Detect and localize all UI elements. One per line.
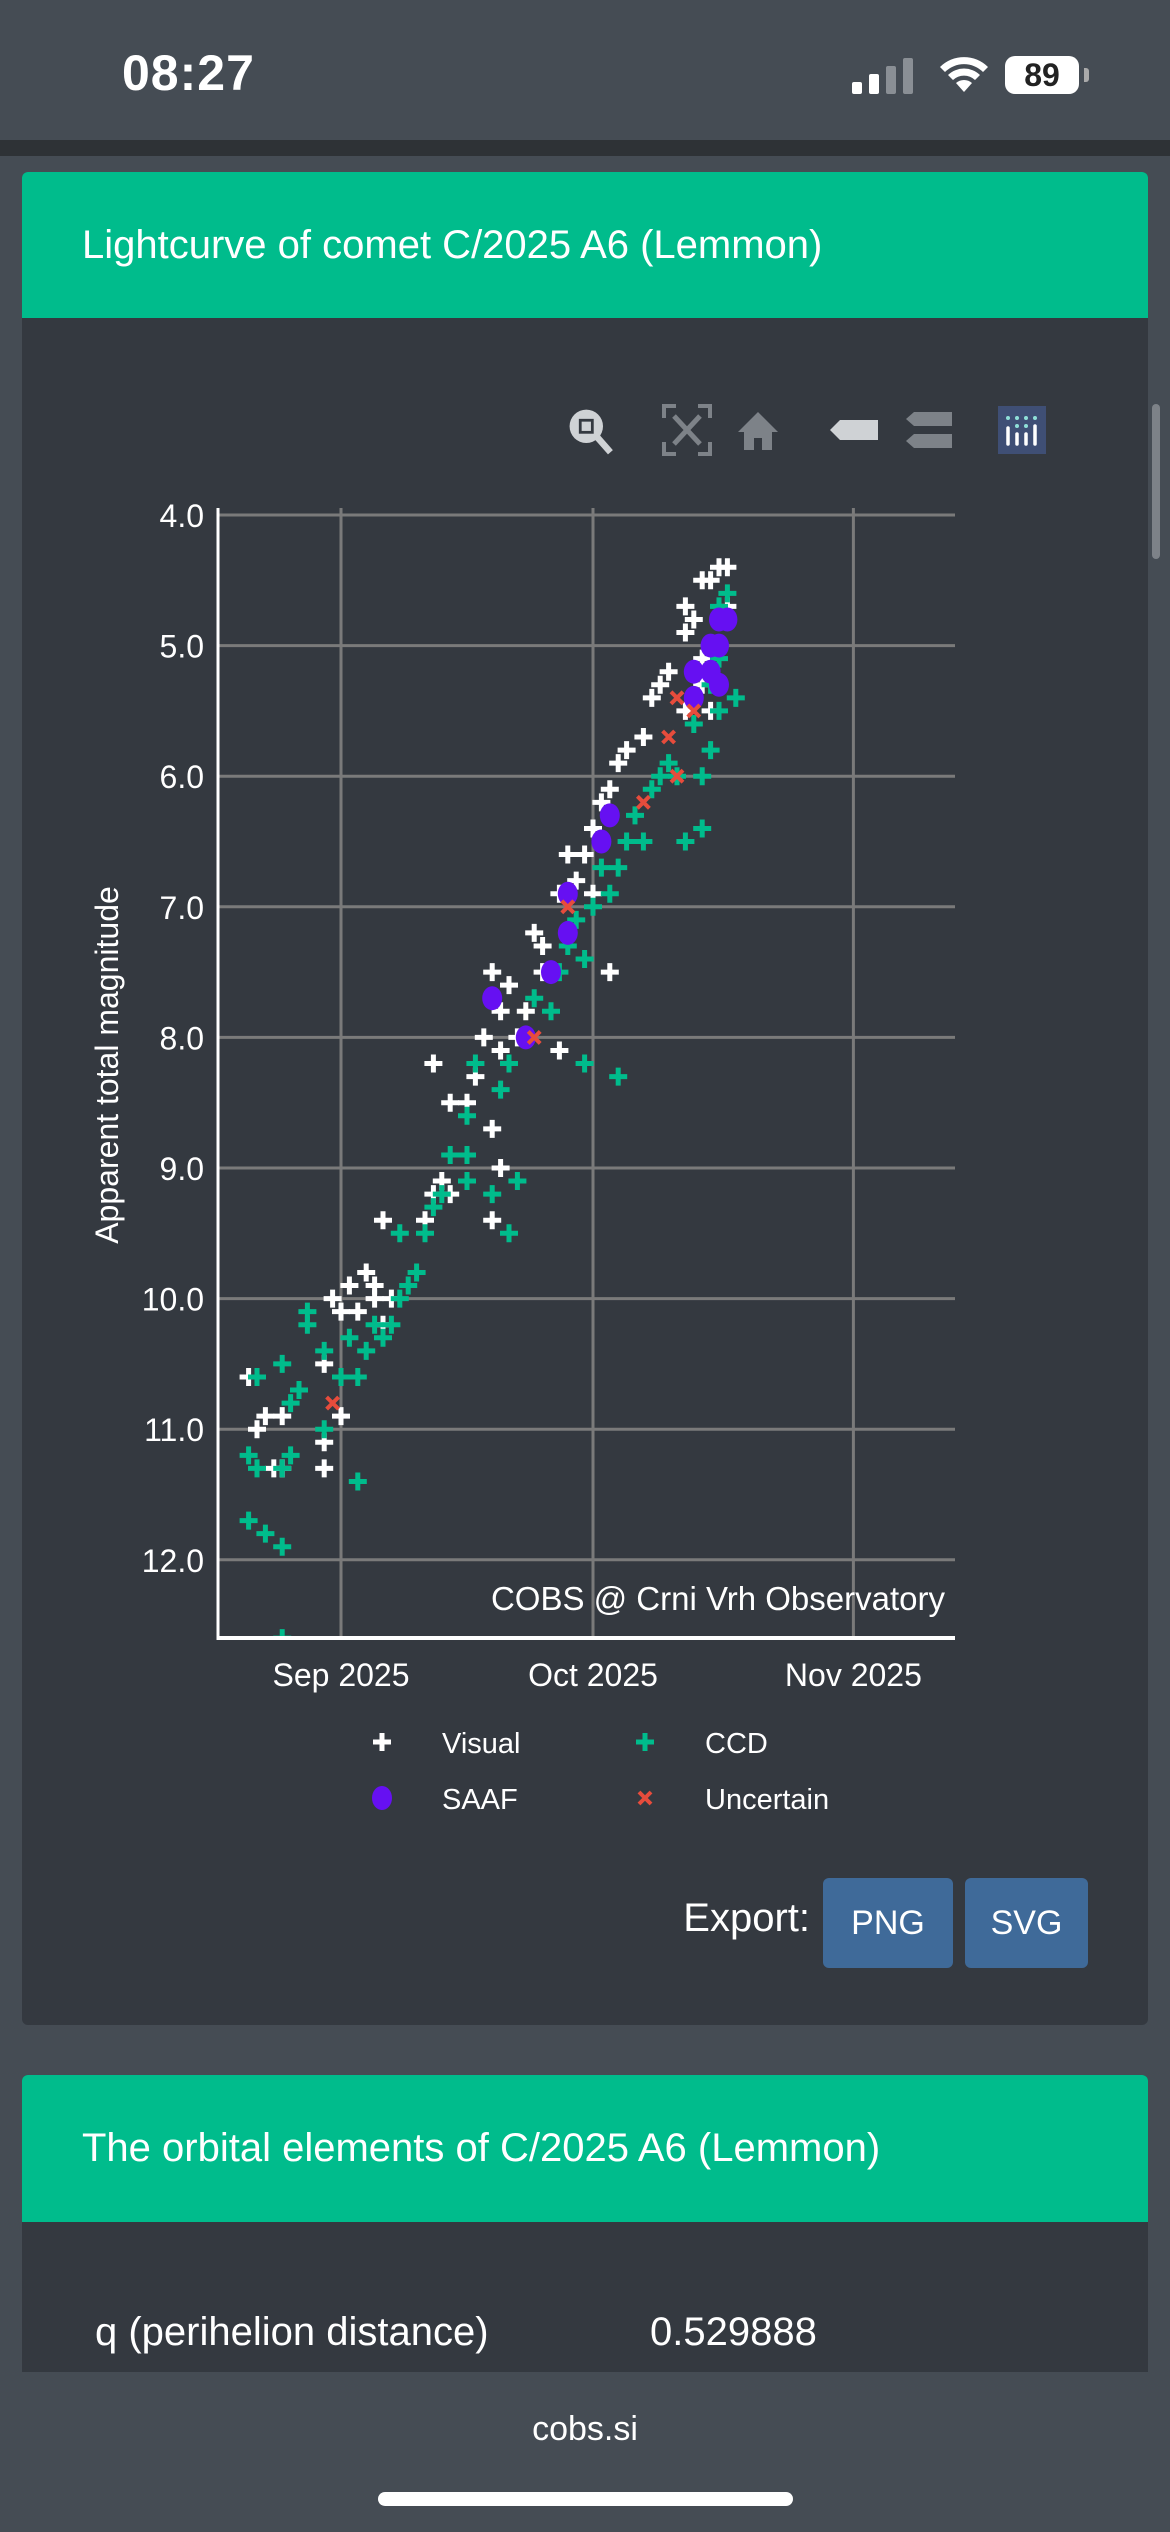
status-bar: [0, 0, 1170, 140]
scrollbar[interactable]: [1152, 404, 1160, 559]
battery-indicator: 89: [1005, 56, 1079, 94]
status-time: 08:27: [122, 45, 255, 101]
plotly-logo-icon[interactable]: [998, 406, 1046, 454]
compare-hover-icon[interactable]: [902, 404, 954, 456]
lightcurve-card: [22, 172, 1148, 2025]
orbital-elements-title: The orbital elements of C/2025 A6 (Lemmo…: [22, 2075, 1148, 2222]
home-indicator[interactable]: [378, 2492, 793, 2506]
battery-nub: [1084, 68, 1089, 82]
autoscale-icon[interactable]: [662, 404, 712, 456]
perihelion-distance-value: 0.529888: [650, 2310, 817, 2354]
cellular-signal-icon: [852, 58, 913, 94]
perihelion-distance-label: q (perihelion distance): [95, 2310, 489, 2354]
export-label: Export:: [683, 1896, 810, 1940]
url-label[interactable]: cobs.si: [532, 2410, 638, 2448]
export-png-button[interactable]: PNG: [823, 1878, 953, 1968]
wifi-icon: [940, 57, 988, 92]
toolbar-divider: [0, 140, 1170, 156]
lightcurve-card-title: Lightcurve of comet C/2025 A6 (Lemmon): [22, 172, 1148, 318]
home-icon[interactable]: [736, 404, 780, 456]
spike-lines-icon[interactable]: [828, 404, 880, 456]
export-svg-button[interactable]: SVG: [965, 1878, 1088, 1968]
browser-bottom-bar: [0, 2372, 1170, 2532]
zoom-icon[interactable]: [562, 404, 618, 456]
